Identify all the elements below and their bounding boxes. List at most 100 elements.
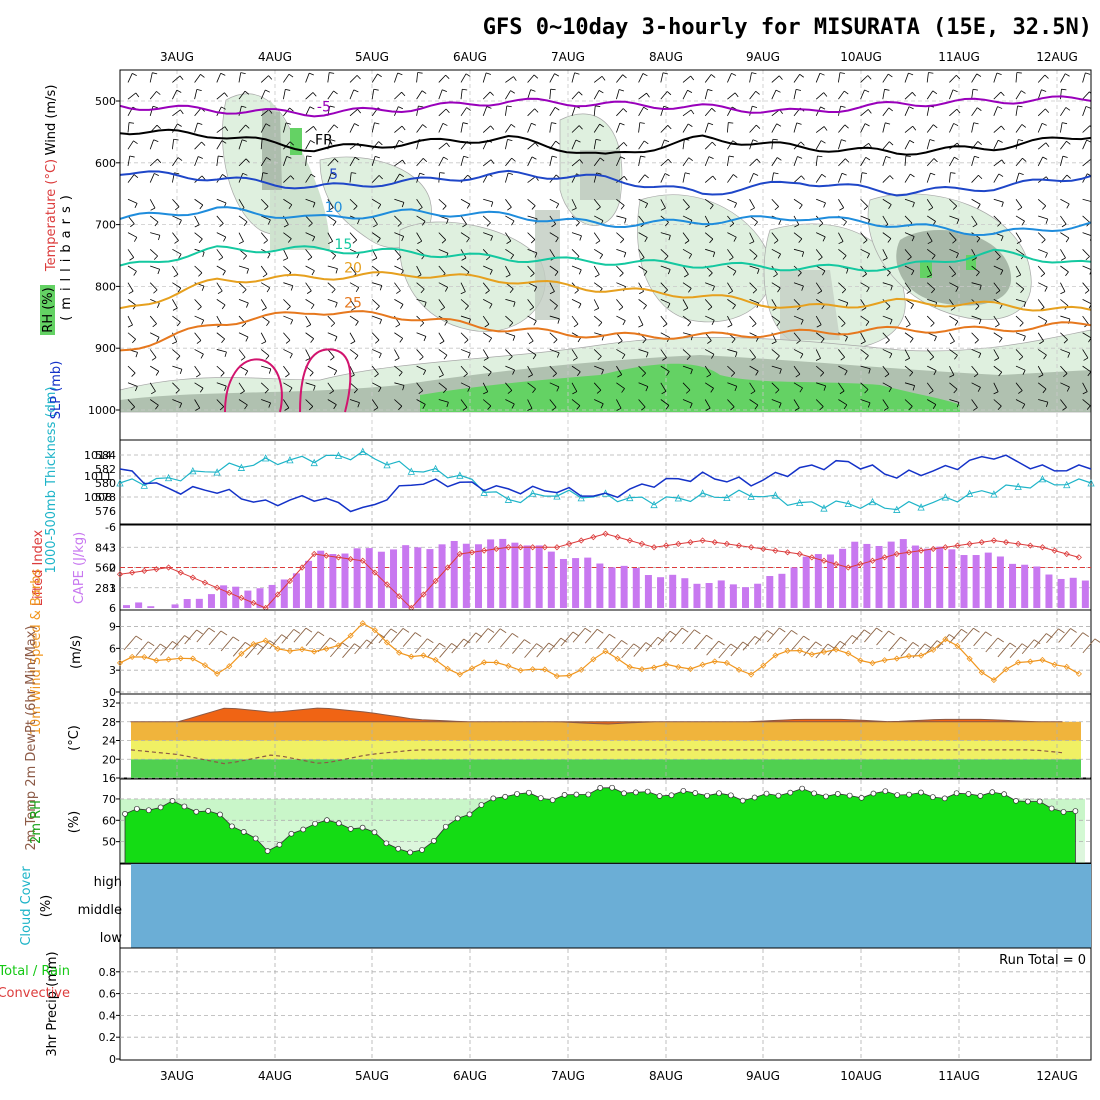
wind-barb	[601, 76, 606, 81]
wind-barb	[446, 142, 450, 148]
wind-barb	[993, 399, 1002, 407]
cape-bar	[911, 545, 919, 608]
wind-speed-point	[990, 677, 997, 684]
lifted-index-point	[165, 564, 172, 571]
wind-barb	[194, 349, 204, 355]
wind-barb	[972, 88, 978, 91]
wind-barb	[843, 221, 847, 226]
wind-barb	[327, 282, 336, 290]
wind-barb	[904, 215, 913, 224]
wind-barb	[860, 248, 870, 255]
wind-barb	[135, 635, 143, 641]
wind-barb	[311, 270, 315, 276]
wind-barb	[660, 232, 671, 236]
cape-bar	[924, 548, 932, 608]
wind-barb	[268, 75, 273, 80]
wind-barb	[929, 356, 935, 361]
wind-barb	[734, 203, 737, 208]
cape-bar	[244, 590, 252, 608]
wind-barb	[572, 391, 578, 395]
wind-barb	[845, 336, 848, 342]
wind-barb	[310, 304, 315, 310]
isotherm-label: 20	[344, 260, 362, 276]
wind-barb	[666, 371, 670, 376]
wind-barb	[1082, 391, 1088, 395]
wind-barb	[269, 640, 276, 646]
wind-barb	[1018, 139, 1024, 142]
wind-barb	[950, 307, 956, 311]
wind-barb	[956, 253, 959, 259]
wind-barb	[396, 290, 401, 294]
wind-barb	[260, 349, 270, 357]
wind-barb	[1037, 156, 1044, 167]
wind-barb	[283, 232, 292, 239]
wind-barb	[442, 205, 447, 210]
rh-point	[609, 784, 615, 791]
wind-barb	[394, 91, 402, 100]
wind-barb	[123, 635, 137, 651]
wind-barb	[1015, 124, 1023, 133]
wind-barb	[460, 291, 466, 295]
wind-barb	[357, 109, 362, 114]
wind-barb	[527, 248, 538, 254]
rh-point	[728, 792, 734, 799]
wind-barb	[371, 299, 380, 307]
wind-barb	[927, 240, 933, 245]
wind-barb	[527, 349, 537, 356]
wind-barb	[441, 239, 447, 244]
rh-point	[359, 824, 366, 831]
wind-barb	[926, 199, 934, 208]
wind-barb	[682, 382, 691, 391]
wind-barb	[771, 75, 780, 83]
wind-barb	[224, 126, 229, 131]
wind-barb	[867, 109, 872, 114]
wind-barb	[283, 198, 293, 206]
rh-point	[894, 792, 901, 798]
cape-bar	[402, 545, 410, 608]
thickness-point	[626, 493, 634, 502]
wind-barb	[1015, 215, 1025, 222]
wind-barb	[644, 237, 648, 242]
wind-barb	[238, 124, 246, 133]
wind-barb	[150, 265, 160, 270]
wind-barb	[394, 349, 400, 359]
wind-barb	[1041, 122, 1047, 126]
wind-barb	[354, 355, 359, 360]
wind-barb	[971, 399, 978, 408]
wind-barb	[955, 287, 959, 292]
wind-barb	[993, 173, 1000, 183]
wind-barb	[706, 634, 713, 640]
wind-barb	[305, 215, 313, 224]
wind-barb	[1022, 157, 1027, 162]
bottom-date-labels: 3AUG 4AUG 5AUG 6AUG 7AUG 8AUG 9AUG 10AUG 11AUG 12…	[160, 1069, 1078, 1083]
wind-barb	[660, 399, 670, 406]
wind-barb	[394, 399, 403, 407]
precip-convective-legend: Convective	[0, 986, 70, 1001]
wind-barb	[733, 174, 738, 178]
wind-barb	[422, 404, 426, 409]
wind-barb	[149, 382, 156, 392]
wind-barb	[551, 406, 557, 411]
wind-barb	[490, 159, 495, 164]
lifted-index-point	[1002, 539, 1010, 546]
wind-barb	[1045, 108, 1050, 113]
wind-barb	[443, 388, 447, 394]
wind-barb	[390, 628, 398, 634]
wind-barb	[751, 357, 756, 361]
wind-barb	[905, 357, 910, 361]
wind-barb	[933, 124, 938, 129]
wind-barb	[135, 386, 138, 392]
isotherm-30-contour	[299, 348, 352, 413]
wind-speed-point	[966, 655, 973, 662]
wind-barb	[771, 365, 782, 370]
wind-barb	[489, 303, 493, 309]
wind-barb	[771, 349, 780, 357]
wind-barb	[985, 631, 992, 637]
wind-barb	[682, 123, 689, 133]
wind-barb	[485, 72, 491, 75]
wind-barb	[416, 365, 426, 371]
wind-barb	[664, 173, 670, 177]
wind-barb	[286, 156, 292, 159]
rh-point	[882, 788, 889, 795]
wind-barb	[754, 221, 758, 227]
